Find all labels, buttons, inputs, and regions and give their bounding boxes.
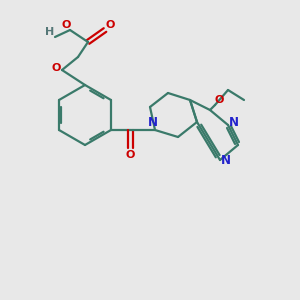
Text: N: N [229,116,239,130]
Text: H: H [45,27,55,37]
Text: O: O [105,20,115,30]
Text: O: O [214,95,224,105]
Text: N: N [148,116,158,128]
Text: O: O [51,63,61,73]
Text: O: O [61,20,71,30]
Text: N: N [221,154,231,167]
Text: O: O [125,150,135,160]
